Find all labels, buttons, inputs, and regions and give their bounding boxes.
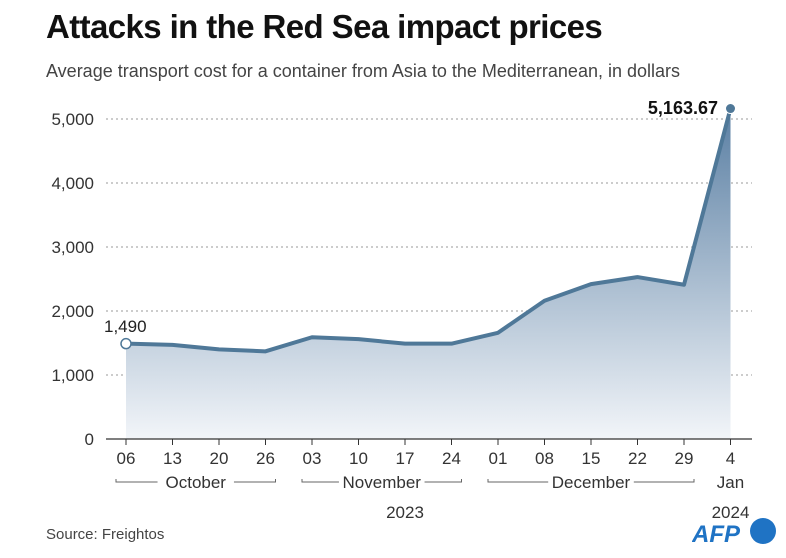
source-note: Source: Freightos: [46, 526, 165, 543]
x-tick-label: 24: [442, 449, 461, 468]
month-label: Jan: [717, 473, 744, 492]
afp-logo-text: AFP: [692, 521, 741, 548]
start-point-marker: [120, 337, 132, 350]
chart-title: Attacks in the Red Sea impact prices: [46, 8, 603, 45]
start-value-label: 1,490: [104, 317, 147, 336]
afp-logo: AFP: [691, 516, 780, 555]
y-tick-label: 2,000: [51, 302, 94, 321]
end-point-marker: [725, 103, 736, 115]
x-tick-label: 29: [675, 449, 694, 468]
y-tick-label: 4,000: [51, 174, 94, 193]
y-tick-label: 5,000: [51, 110, 94, 129]
month-label: November: [343, 473, 422, 492]
month-bracket: [115, 479, 158, 483]
afp-logo-circle: [750, 518, 776, 544]
x-tick-label: 06: [117, 449, 136, 468]
month-bracket: [233, 479, 276, 483]
month-bracket: [424, 479, 462, 483]
y-tick-label: 0: [85, 430, 94, 449]
x-tick-label: 15: [582, 449, 601, 468]
year-label: 2023: [386, 503, 424, 522]
y-tick-label: 3,000: [51, 238, 94, 257]
month-bracket: [487, 479, 549, 483]
x-tick-label: 4: [726, 449, 735, 468]
x-tick-label: 13: [163, 449, 182, 468]
x-tick-label: 03: [303, 449, 322, 468]
x-tick-label: 26: [256, 449, 275, 468]
month-label: October: [166, 473, 227, 492]
x-tick-label: 01: [489, 449, 508, 468]
month-bracket: [633, 479, 695, 483]
year-label: 2024: [712, 503, 750, 522]
end-value-label: 5,163.67: [648, 98, 718, 118]
month-bracket: [301, 479, 339, 483]
area-fill: [126, 108, 731, 440]
y-tick-label: 1,000: [51, 366, 94, 385]
month-label: December: [552, 473, 631, 492]
x-tick-label: 10: [349, 449, 368, 468]
x-tick-label: 20: [210, 449, 229, 468]
series-line: [125, 108, 733, 354]
x-tick-label: 22: [628, 449, 647, 468]
x-tick-label: 17: [396, 449, 415, 468]
x-tick-label: 08: [535, 449, 554, 468]
chart-subtitle: Average transport cost for a container f…: [46, 61, 680, 81]
